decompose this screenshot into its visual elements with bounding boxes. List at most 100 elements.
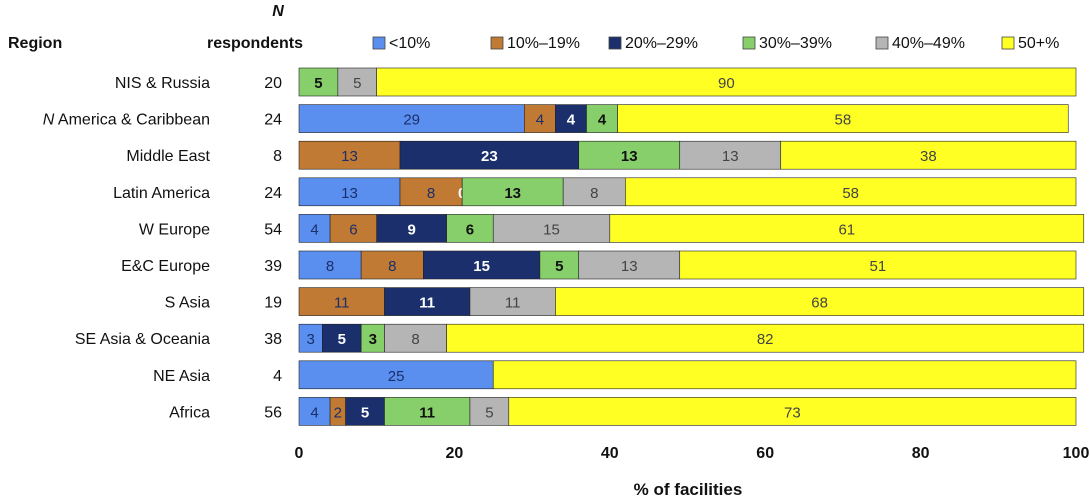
data-label: 68 xyxy=(811,295,828,312)
x-tick-label: 0 xyxy=(295,445,304,462)
respondent-count: 4 xyxy=(273,368,282,385)
bar-segment-40-49 xyxy=(679,140,782,170)
region-label: E&C Europe xyxy=(121,258,210,275)
data-label: 73 xyxy=(784,404,801,421)
x-tick-label: 100 xyxy=(1063,445,1090,462)
bar-segment-30-39 xyxy=(461,177,564,207)
data-label: 11 xyxy=(505,295,521,312)
bar-segment-10 xyxy=(298,214,331,243)
bar-segment-20-29 xyxy=(322,323,362,353)
bar-segment-50 xyxy=(679,250,1077,280)
region-label: W Europe xyxy=(139,221,210,238)
respondent-count: 19 xyxy=(264,295,282,312)
bar-segment-40-49 xyxy=(469,287,556,316)
bar-segment-10 xyxy=(298,177,401,207)
row-africa: Africa 56 4 2 5 11 5 73 xyxy=(169,397,1077,426)
bar-segment-10-19 xyxy=(524,104,556,133)
bar-segment-10-19 xyxy=(298,140,401,170)
respondent-count: 20 xyxy=(264,75,282,92)
bar-segment-50 xyxy=(780,140,1077,170)
respondent-count: 24 xyxy=(264,185,282,202)
legend-label-10: <10% xyxy=(389,35,430,52)
x-tick-label: 40 xyxy=(601,445,619,462)
data-label: 4 xyxy=(536,112,544,129)
row-ne-asia: NE Asia 4 25 xyxy=(153,360,1077,390)
data-label: 58 xyxy=(835,112,852,129)
bar-segment-10-19 xyxy=(329,214,377,243)
bar-segment-30-39 xyxy=(298,67,339,97)
x-tick-label: 60 xyxy=(756,445,774,462)
region-label: NIS & Russia xyxy=(115,75,210,92)
bar-segment-50 xyxy=(508,397,1077,426)
data-label: 9 xyxy=(407,221,415,238)
data-label: 5 xyxy=(314,75,322,92)
data-label: 5 xyxy=(555,258,563,275)
data-label: 13 xyxy=(341,148,358,165)
bar-segment-20-29 xyxy=(555,104,587,133)
bar-segment-40-49 xyxy=(562,177,626,207)
region-label: N America & Caribbean xyxy=(43,112,210,129)
data-label: 5 xyxy=(485,404,493,421)
data-label: 13 xyxy=(341,185,358,202)
legend-swatch-20-29 xyxy=(608,36,622,50)
respondent-count: 38 xyxy=(264,331,282,348)
legend-swatch-30-39 xyxy=(742,36,756,50)
data-label: 3 xyxy=(306,331,314,348)
legend-label-30-39: 30%–39% xyxy=(759,35,832,52)
legend-swatch-40-49 xyxy=(875,36,889,50)
n-header-top: N xyxy=(272,3,284,20)
respondent-count: 8 xyxy=(273,148,282,165)
data-label: 11 xyxy=(334,295,350,312)
bar-segment-20-29 xyxy=(423,250,541,280)
data-label: 11 xyxy=(419,295,435,312)
bar-segment-10 xyxy=(298,397,331,426)
data-label: 8 xyxy=(388,258,396,275)
respondent-count: 24 xyxy=(264,112,282,129)
bar-segment-30-39 xyxy=(586,104,618,133)
row-n-america-caribbean: N America & Caribbean 24 29 4 4 4 58 xyxy=(43,104,1069,133)
region-label: SE Asia & Oceania xyxy=(75,331,210,348)
bar-segment-50 xyxy=(446,323,1085,353)
region-label: S Asia xyxy=(165,295,210,312)
bar-segment-50 xyxy=(609,214,1085,243)
data-label: 8 xyxy=(427,185,435,202)
respondent-count: 56 xyxy=(264,404,282,421)
data-label: 23 xyxy=(481,148,498,165)
row-middle-east: Middle East 8 13 23 13 13 38 xyxy=(126,140,1077,170)
n-respondents-header: respondents xyxy=(207,35,303,52)
data-label: 38 xyxy=(920,148,937,165)
bar-segment-50 xyxy=(376,67,1077,97)
region-header: Region xyxy=(8,35,62,52)
bar-rows: NIS & Russia 20 5 5 90N America & Caribbean 2… xyxy=(43,67,1085,426)
data-label: 3 xyxy=(369,331,377,348)
bar-segment-20-29 xyxy=(399,140,580,170)
data-label: 13 xyxy=(504,185,521,202)
legend-label-10-19: 10%–19% xyxy=(507,35,580,52)
legend-swatch-50 xyxy=(1001,36,1015,50)
data-label: 8 xyxy=(411,331,419,348)
respondent-count: 39 xyxy=(264,258,282,275)
bar-segment-50 xyxy=(625,177,1077,207)
bar-segment-40-49 xyxy=(492,214,611,243)
data-label: 90 xyxy=(718,75,735,92)
bar-segment-20-29 xyxy=(376,214,447,243)
bar-segment-50 xyxy=(492,360,1077,390)
bar-segment-10 xyxy=(298,104,525,133)
x-tick-label: 20 xyxy=(446,445,464,462)
bar-segment-20-29 xyxy=(345,397,385,426)
data-label: 6 xyxy=(466,221,474,238)
data-label: 13 xyxy=(621,148,638,165)
data-label: 4 xyxy=(310,221,318,238)
row-nis-russia: NIS & Russia 20 5 5 90 xyxy=(115,67,1077,97)
bar-segment-40-49 xyxy=(337,67,378,97)
legend: <10% 10%–19% 20%–29% 30%–39% 40%–49% 50+% xyxy=(372,35,1059,52)
region-label: NE Asia xyxy=(153,368,210,385)
legend-label-50: 50+% xyxy=(1018,35,1059,52)
data-label: 29 xyxy=(403,112,420,129)
row-w-europe: W Europe 54 4 6 9 6 15 61 xyxy=(139,214,1085,243)
legend-swatch-10 xyxy=(372,36,386,50)
bar-segment-30-39 xyxy=(539,250,580,280)
legend-label-40-49: 40%–49% xyxy=(892,35,965,52)
data-label: 4 xyxy=(598,112,607,129)
